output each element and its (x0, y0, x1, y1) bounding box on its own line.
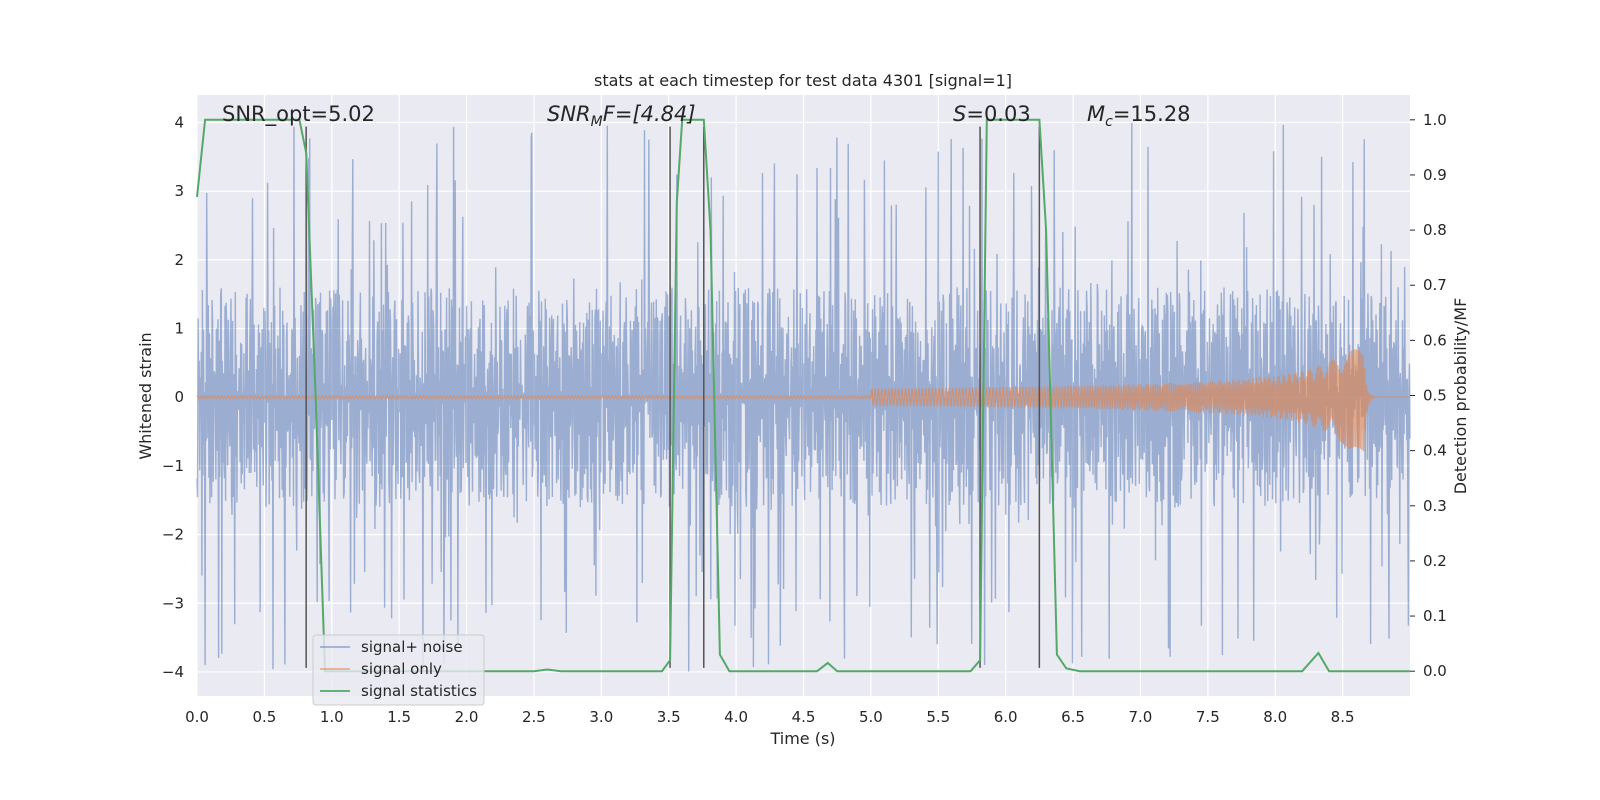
y-tick-label: −3 (162, 594, 184, 612)
y-tick-labels: 4 3 2 1 0 −1 −2 −3 −4 (162, 113, 184, 680)
y2-tick-label: 0.0 (1423, 662, 1447, 680)
y2-tick-label: 0.6 (1423, 331, 1447, 349)
x-axis-label: Time (s) (769, 729, 835, 748)
x-tick-label: 1.5 (387, 708, 411, 726)
statistics-series (196, 118, 1410, 673)
legend-label-signal: signal only (361, 660, 442, 678)
x-tick-label: 4.0 (724, 708, 748, 726)
y2-tick-label: 0.2 (1423, 552, 1447, 570)
x-tick-label: 8.0 (1263, 708, 1287, 726)
x-tick-label: 4.5 (792, 708, 816, 726)
x-tick-label: 2.5 (522, 708, 546, 726)
annotation-s: S=0.03 (953, 102, 1031, 126)
annotation-snr-mf-rest: F=[4.84] (603, 102, 696, 126)
x-tick-label: 1.0 (320, 708, 344, 726)
legend-label-noise: signal+ noise (361, 638, 463, 656)
legend-label-stats: signal statistics (361, 682, 477, 700)
y2-tick-label: 0.3 (1423, 497, 1447, 515)
y2-tick-label: 0.8 (1423, 221, 1447, 239)
y-tick-label: −4 (162, 663, 184, 681)
annotation-mc-rest: =15.28 (1113, 102, 1191, 126)
y-tick-label: 1 (174, 320, 184, 338)
annotation-mc: Mc=15.28 (1087, 102, 1191, 130)
x-tick-label: 8.5 (1331, 708, 1355, 726)
y2-axis-label: Detection probability/MF (1451, 298, 1470, 495)
y2-tick-labels: 1.0 0.9 0.8 0.7 0.6 0.5 0.4 0.3 0.2 0.1 0.0 (1410, 111, 1447, 680)
vertical-markers (305, 126, 1041, 668)
y-tick-label: 3 (174, 182, 184, 200)
chart-title: stats at each timestep for test data 430… (594, 71, 1012, 90)
y2-tick-label: 0.7 (1423, 276, 1447, 294)
y2-tick-label: 1.0 (1423, 111, 1447, 129)
x-tick-label: 5.0 (859, 708, 883, 726)
annotation-snr-mf-prefix: SNR (547, 102, 591, 126)
x-tick-label: 7.0 (1129, 708, 1153, 726)
x-tick-label: 0.5 (252, 708, 276, 726)
y-tick-label: 4 (174, 113, 184, 131)
y2-tick-label: 0.1 (1423, 607, 1447, 625)
statistics-line (196, 118, 1410, 673)
signal-only-line (196, 349, 1410, 452)
y-tick-label: 2 (174, 251, 184, 269)
annotation-snr-opt: SNR_opt=5.02 (222, 102, 375, 127)
y2-tick-label: 0.5 (1423, 387, 1447, 405)
legend: signal+ noise signal only signal statist… (312, 634, 485, 706)
y2-tick-label: 0.4 (1423, 442, 1447, 460)
y-tick-label: −2 (162, 526, 184, 544)
x-tick-label: 3.5 (657, 708, 681, 726)
x-tick-label: 6.0 (994, 708, 1018, 726)
x-tick-label: 2.0 (455, 708, 479, 726)
legend-box (312, 634, 485, 706)
x-tick-label: 7.5 (1196, 708, 1220, 726)
signal-only-series (196, 349, 1410, 452)
y2-tick-label: 0.9 (1423, 166, 1447, 184)
annotation-snr-mf-sub: M (591, 114, 603, 130)
noise-line (196, 122, 1411, 672)
x-tick-labels: 0.0 0.5 1.0 1.5 2.0 2.5 3.0 3.5 4.0 4.5 5.0 5.5 6.0 6… (185, 708, 1354, 726)
x-tick-label: 3.0 (589, 708, 613, 726)
annotation-snr-mf: SNRMF=[4.84] (547, 102, 696, 130)
annotation-mc-sub: c (1105, 114, 1113, 130)
annotation-mc-var: M (1087, 102, 1105, 126)
x-tick-label: 5.5 (926, 708, 950, 726)
x-tick-label: 6.5 (1061, 708, 1085, 726)
y-tick-label: −1 (162, 457, 184, 475)
annotation-s-rest: =0.03 (966, 102, 1030, 126)
y-tick-label: 0 (174, 388, 184, 406)
y-axis-label: Whitened strain (136, 332, 155, 459)
noise-series (196, 122, 1411, 672)
x-tick-label: 0.0 (185, 708, 209, 726)
annotation-s-var: S (953, 102, 966, 126)
